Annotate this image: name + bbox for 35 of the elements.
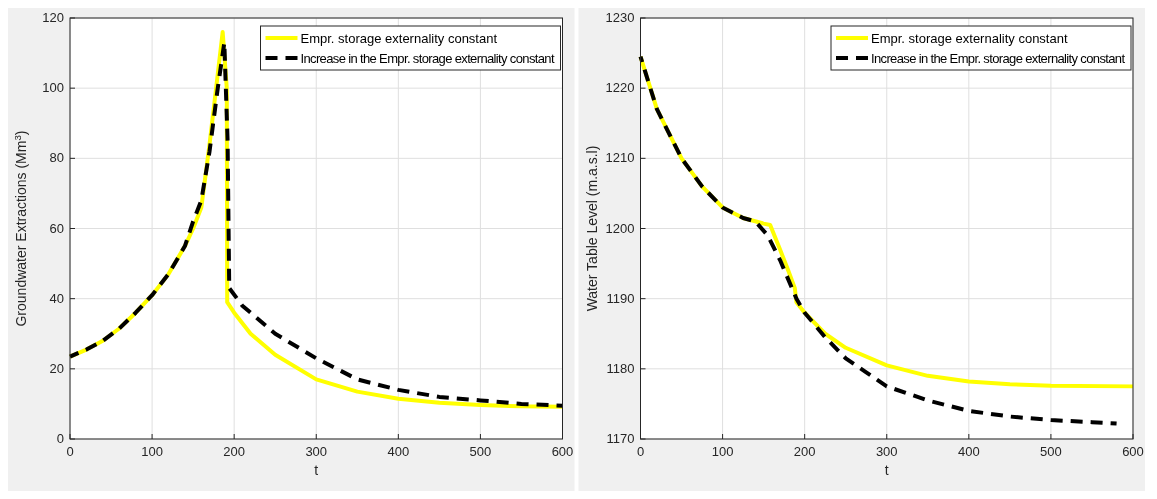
- y-tick-label: 1190: [606, 290, 635, 306]
- y-tick-label: 100: [42, 80, 64, 96]
- x-tick-label: 600: [1122, 444, 1144, 459]
- y-tick-label: 1210: [605, 150, 635, 166]
- legend-label: Increase in the Empr. storage externality constant: [300, 51, 555, 66]
- x-tick-label: 400: [957, 444, 980, 459]
- y-tick-label: 1200: [605, 220, 635, 236]
- x-tick-label: 200: [793, 444, 816, 459]
- y-tick-label: 120: [42, 10, 64, 25]
- y-tick-label: 80: [49, 150, 64, 166]
- x-tick-label: 400: [387, 444, 410, 459]
- x-axis-title: t: [884, 462, 889, 478]
- y-tick-label: 60: [49, 220, 64, 236]
- y-tick-label: 20: [49, 360, 64, 376]
- y-tick-label: 40: [49, 290, 64, 306]
- y-tick-label: 1220: [605, 80, 635, 96]
- legend-label: Empr. storage externality constant: [871, 31, 1068, 46]
- y-axis-title: Water Table Level (m.a.s.l): [583, 145, 600, 312]
- legend-label: Increase in the Empr. storage externality constant: [871, 51, 1126, 66]
- x-tick-label: 500: [1040, 444, 1062, 459]
- y-tick-label: 1170: [606, 431, 635, 446]
- x-tick-label: 200: [223, 444, 246, 459]
- x-tick-label: 0: [66, 444, 74, 459]
- x-tick-label: 100: [141, 444, 163, 459]
- x-tick-label: 500: [469, 444, 492, 459]
- x-tick-label: 300: [875, 444, 898, 459]
- y-tick-label: 1230: [605, 10, 635, 25]
- x-tick-label: 100: [711, 444, 734, 459]
- x-tick-label: 600: [551, 444, 574, 459]
- y-tick-label: 1180: [606, 360, 635, 376]
- y-tick-label: 0: [56, 431, 64, 446]
- x-tick-label: 300: [305, 444, 328, 459]
- x-axis-title: t: [314, 462, 319, 478]
- legend-label: Empr. storage externality constant: [300, 31, 498, 46]
- x-tick-label: 0: [636, 444, 645, 459]
